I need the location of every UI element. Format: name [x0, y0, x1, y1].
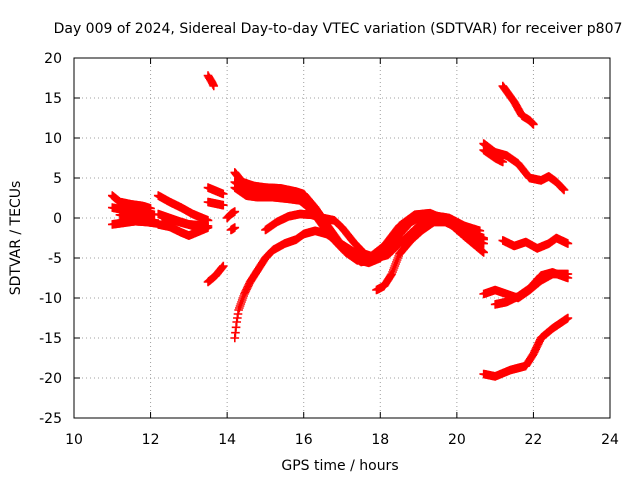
data-series: [261, 209, 404, 263]
y-tick-label: -20: [39, 371, 62, 387]
x-tick-label: 16: [295, 432, 313, 448]
data-series: [490, 268, 573, 309]
data-series: [203, 71, 219, 91]
data-series: [498, 233, 573, 253]
data-series: [107, 203, 159, 220]
y-tick-label: 0: [53, 211, 62, 227]
y-axis-label: SDTVAR / TECUs: [8, 181, 24, 296]
data-point: [395, 239, 404, 248]
data-point: [479, 248, 488, 257]
chart-title: Day 009 of 2024, Sidereal Day-to-day VTE…: [54, 21, 623, 37]
data-series: [479, 313, 573, 381]
data-series: [222, 207, 240, 223]
data-point: [230, 223, 240, 232]
y-tick-label: 5: [53, 171, 62, 187]
x-tick-label: 12: [142, 432, 160, 448]
data-point: [498, 157, 508, 167]
data-point: [230, 207, 240, 216]
y-tick-label: 20: [44, 51, 62, 67]
data-series: [226, 223, 240, 235]
data-point: [529, 120, 538, 129]
data-series: [498, 81, 538, 129]
x-tick-label: 24: [601, 432, 619, 448]
y-tick-label: 15: [44, 91, 62, 107]
data-point: [559, 185, 569, 195]
data-point: [563, 273, 573, 283]
data-series: [372, 217, 488, 295]
data-points: [107, 71, 573, 381]
data-point: [563, 239, 573, 248]
data-series: [203, 197, 228, 210]
x-tick-label: 22: [525, 432, 543, 448]
data-point: [199, 224, 209, 233]
axis-ticks: 10 12 14 16 18 20 22 24 -25 -20 -15 -10 -5 0 5 10 15 20: [39, 51, 619, 448]
x-tick-label: 18: [371, 432, 389, 448]
y-tick-label: -15: [39, 331, 62, 347]
data-point: [219, 189, 228, 199]
x-axis-label: GPS time / hours: [281, 458, 398, 474]
data-series: [479, 139, 569, 195]
data-series: [203, 183, 228, 199]
x-tick-label: 10: [65, 432, 83, 448]
x-tick-label: 20: [448, 432, 466, 448]
data-point: [479, 233, 488, 243]
data-point: [563, 313, 573, 323]
y-tick-label: 10: [44, 131, 62, 147]
plot-frame: [73, 57, 611, 419]
data-point: [219, 200, 228, 210]
data-series: [157, 212, 209, 233]
data-series: [479, 145, 508, 167]
data-series: [153, 191, 213, 225]
y-tick-label: -10: [39, 291, 62, 307]
x-tick-label: 14: [218, 432, 236, 448]
data-series: [203, 261, 228, 287]
data-point: [209, 81, 219, 91]
y-tick-label: -5: [48, 251, 62, 267]
data-point: [219, 261, 228, 271]
data-series: [115, 210, 159, 228]
y-tick-label: -25: [39, 411, 62, 427]
grid: [74, 58, 610, 418]
